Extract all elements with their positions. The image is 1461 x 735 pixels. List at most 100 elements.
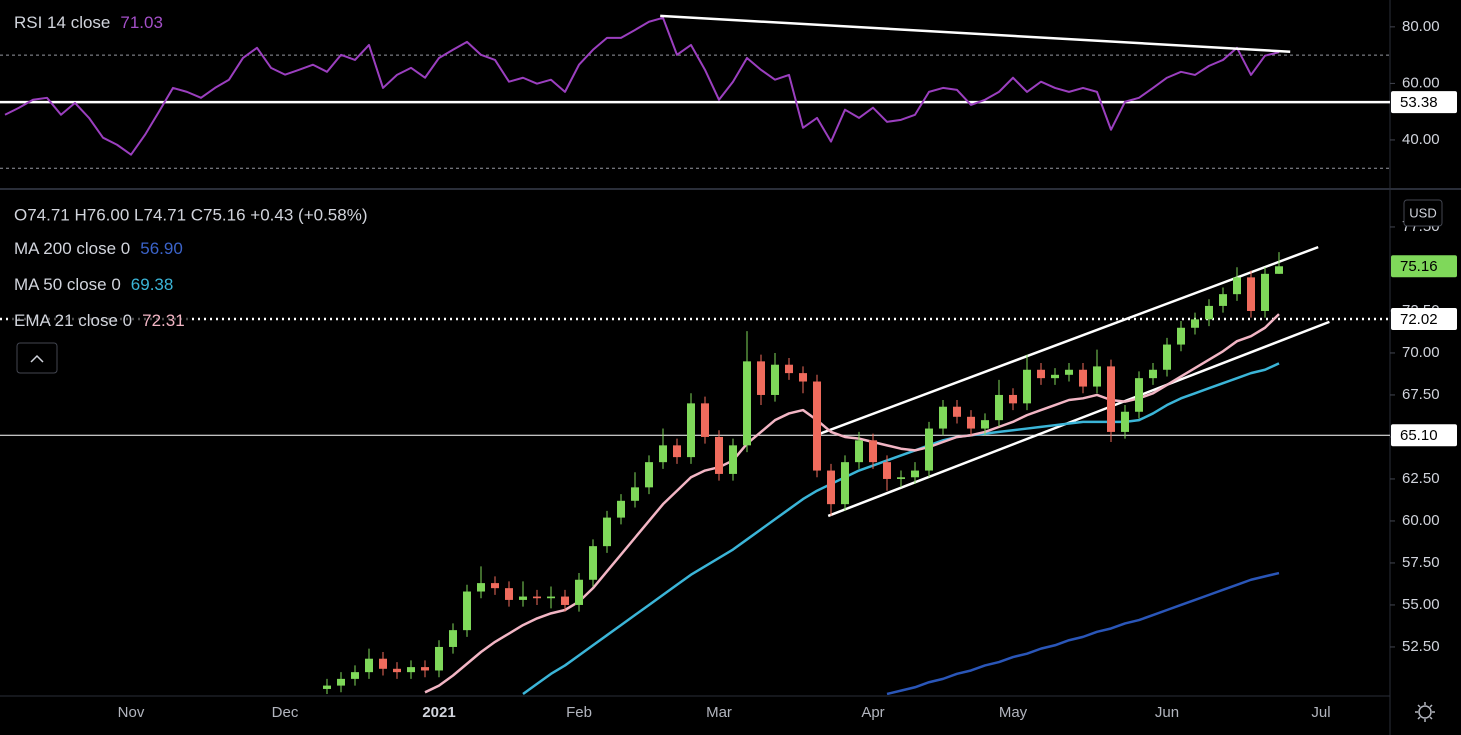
candle-body [1247,277,1255,311]
collapse-button[interactable] [16,342,58,374]
candle-body [323,685,331,689]
candle-body [771,364,779,395]
candle-body [1149,369,1157,379]
ma200-legend: MA 200 close 0 56.90 [14,239,183,258]
currency-label: USD [1409,205,1436,220]
rsi-line [4,16,1280,156]
legend-value: 56.90 [140,239,183,258]
candle-body [925,428,933,471]
y-tick-label: 55.00 [1402,596,1440,613]
y-tick-label: 80.00 [1402,18,1440,35]
price-badge-label: 75.16 [1400,258,1438,275]
price-badge-label: 72.02 [1400,311,1438,328]
y-tick-label: 62.50 [1402,470,1440,487]
candle-body [421,667,429,671]
candle-body [911,470,919,478]
gear-ring [1418,705,1432,719]
y-tick-label: 57.50 [1402,554,1440,571]
y-tick-label: 52.50 [1402,638,1440,655]
candle-body [701,403,709,437]
candle-body [799,373,807,382]
candle-body [463,591,471,631]
candle-body [575,579,583,605]
candle-body [687,403,695,458]
gear-teeth [1415,702,1435,722]
candle-body [953,406,961,417]
candle-body [1009,394,1017,404]
trendline [827,320,1330,518]
candle-body [561,596,569,605]
candle-body [939,406,947,429]
x-tick-label: Apr [861,704,884,721]
rsi-legend-value: 71.03 [120,13,163,32]
y-tick-label: 70.00 [1402,344,1440,361]
ohlc-header: O74.71 H76.00 L74.71 C75.16 +0.43 (+0.58… [14,205,367,224]
candle-body [743,361,751,446]
candle-body [1023,369,1031,404]
candle-body [547,596,555,599]
button-frame[interactable] [16,342,58,374]
candle-body [645,462,653,488]
candle-body [1065,369,1073,375]
x-tick-label: 2021 [422,704,455,721]
x-tick-label: May [999,704,1028,721]
candle-body [1233,277,1241,295]
candle-body [435,646,443,671]
candle-body [967,416,975,429]
legend-name: MA 200 close 0 [14,239,130,258]
candle-body [1037,369,1045,379]
candle-body [1121,411,1129,432]
candle-body [1205,305,1213,320]
candle-body [365,658,373,673]
currency-button[interactable]: USD [1403,199,1443,227]
candle-body [827,470,835,505]
candle-body [1093,366,1101,387]
price-badge-label: 53.38 [1400,94,1438,111]
candle-body [1219,294,1227,306]
x-tick-label: Jul [1311,704,1330,721]
candle-body [1107,366,1115,432]
currency-frame[interactable] [1403,199,1443,227]
x-tick-label: Feb [566,704,592,721]
moving-average [522,362,1280,695]
candle-body [337,678,345,686]
legend-value: 72.31 [142,311,185,330]
rsi-legend-name: RSI 14 close [14,13,110,32]
candle-body [1079,369,1087,387]
overlays: 53.38 65.10 72.02 75.16 [1391,91,1457,447]
legend-bg [8,310,188,334]
ema21-legend: EMA 21 close 0 72.31 [14,311,185,330]
candle-body [813,381,821,471]
candle-body [729,445,737,474]
price-badge [1391,424,1457,447]
candle-body [1135,378,1143,412]
candle-body [659,445,667,463]
settings-icon[interactable] [1415,702,1435,722]
x-tick-label: Jun [1155,704,1179,721]
price-pane [0,245,1390,695]
price-badge-label: 65.10 [1400,427,1438,444]
x-tick-label: Dec [272,704,299,721]
candle-body [1275,266,1283,274]
candle-body [1177,327,1185,345]
y-tick-label: 60.00 [1402,512,1440,529]
candle-body [617,500,625,518]
candle-body [1191,319,1199,328]
candle-body [981,420,989,429]
candle-body [1163,344,1171,370]
candle-body [995,394,1003,421]
price-badge [1391,308,1457,331]
candle-body [869,440,877,463]
y-tick-label: 40.00 [1402,131,1440,148]
price-badge [1391,255,1457,278]
ma50-legend: MA 50 close 0 69.38 [14,275,173,294]
candle-body [1051,374,1059,379]
trendline [660,14,1291,53]
candle-body [715,436,723,474]
candle-body [477,583,485,592]
candle-body [883,462,891,479]
candle-body [533,596,541,599]
